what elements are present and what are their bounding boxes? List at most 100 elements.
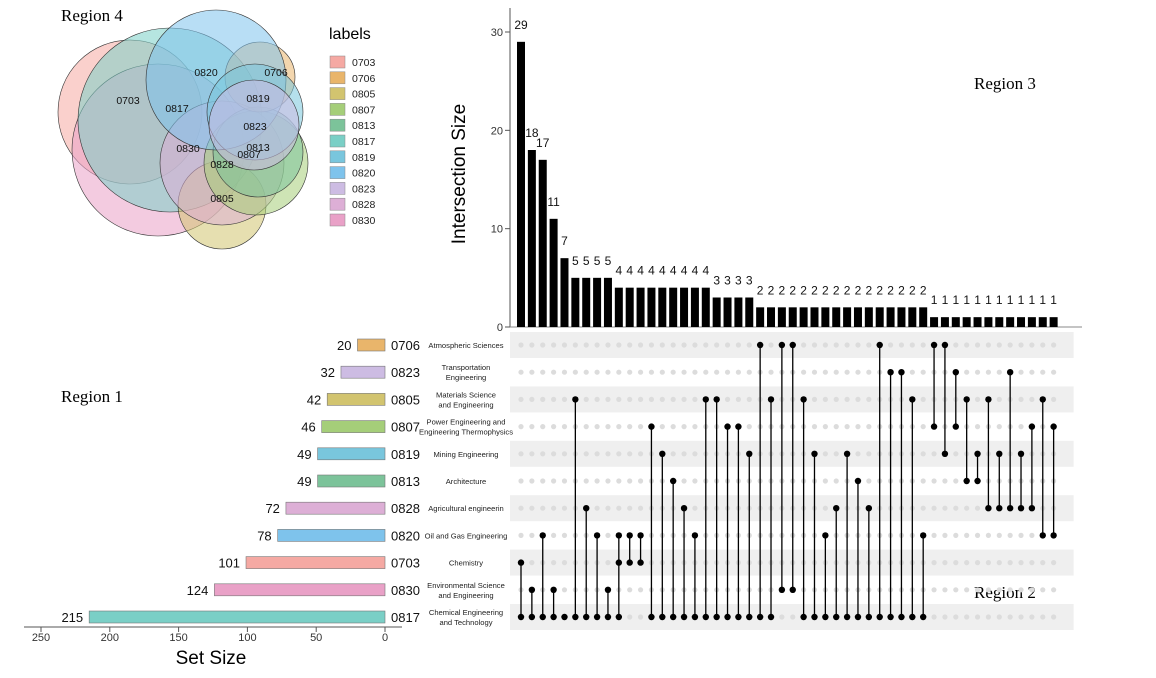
matrix-filled-dot	[909, 396, 916, 403]
matrix-filled-dot	[898, 613, 905, 621]
matrix-empty-dot	[822, 424, 828, 430]
venn-label-0830: 0830	[176, 143, 200, 155]
matrix-empty-dot	[964, 342, 970, 348]
intersection-bar-label: 17	[536, 136, 550, 150]
matrix-empty-dot	[942, 587, 948, 593]
intersection-bar	[875, 307, 884, 327]
matrix-filled-dot	[539, 532, 546, 539]
matrix-empty-dot	[670, 342, 676, 348]
matrix-empty-dot	[855, 396, 861, 402]
matrix-empty-dot	[551, 369, 557, 375]
matrix-filled-dot	[659, 613, 666, 621]
venn-label-0706: 0706	[264, 67, 288, 79]
matrix-empty-dot	[920, 451, 926, 457]
matrix-empty-dot	[616, 451, 622, 457]
set-size-tick-label-100: 100	[238, 632, 256, 644]
matrix-empty-dot	[692, 505, 698, 511]
matrix-empty-dot	[1029, 532, 1035, 539]
matrix-filled-dot	[756, 613, 764, 621]
matrix-empty-dot	[1007, 560, 1013, 566]
matrix-empty-dot	[627, 369, 633, 375]
intersection-bar-label: 2	[855, 283, 862, 297]
intersection-bar	[832, 307, 841, 327]
matrix-empty-dot	[866, 451, 872, 457]
matrix-filled-dot	[854, 613, 862, 621]
intersection-bar	[864, 307, 873, 327]
matrix-empty-dot	[627, 396, 633, 402]
matrix-empty-dot	[942, 532, 948, 539]
matrix-filled-dot	[919, 613, 927, 621]
matrix-empty-dot	[616, 342, 622, 348]
matrix-filled-dot	[876, 341, 883, 349]
matrix-empty-dot	[561, 342, 568, 348]
matrix-empty-dot	[637, 451, 644, 457]
matrix-empty-dot	[551, 505, 557, 511]
matrix-empty-dot	[561, 478, 568, 484]
intersection-bar-label: 5	[583, 254, 590, 268]
matrix-empty-dot	[942, 614, 948, 620]
intersection-bar-label: 11	[547, 195, 560, 209]
intersection-bar-label: 4	[648, 264, 655, 278]
matrix-empty-dot	[866, 478, 872, 484]
intersection-bar	[712, 297, 721, 327]
matrix-empty-dot	[931, 478, 937, 484]
intersection-bar-label: 2	[800, 283, 807, 297]
matrix-empty-dot	[811, 369, 818, 375]
matrix-empty-dot	[572, 342, 578, 348]
matrix-filled-dot	[572, 613, 579, 621]
matrix-empty-dot	[627, 614, 633, 620]
matrix-filled-dot	[985, 396, 992, 403]
intersection-bar	[940, 317, 949, 327]
matrix-filled-dot	[963, 396, 970, 403]
matrix-empty-dot	[605, 369, 611, 375]
intersection-bar-label: 3	[713, 274, 720, 288]
intersection-bar	[1017, 317, 1026, 327]
matrix-empty-dot	[920, 369, 926, 375]
matrix-empty-dot	[1018, 396, 1024, 402]
matrix-filled-dot	[550, 613, 557, 621]
matrix-filled-dot	[919, 532, 927, 539]
intersection-bar-label: 1	[963, 293, 970, 307]
matrix-filled-dot	[604, 586, 612, 593]
set-code-0828: 0828	[391, 501, 420, 516]
legend-label-0706: 0706	[352, 73, 376, 85]
matrix-empty-dot	[551, 342, 557, 348]
intersection-bar-label: 3	[735, 274, 742, 288]
matrix-empty-dot	[1051, 369, 1057, 375]
intersection-bar	[647, 287, 656, 327]
legend-swatch-0703	[329, 55, 346, 69]
legend-label-0813: 0813	[352, 120, 376, 132]
matrix-filled-dot	[691, 532, 699, 539]
matrix-filled-dot	[550, 586, 557, 593]
matrix-filled-dot	[746, 613, 753, 621]
matrix-filled-dot	[963, 477, 970, 485]
matrix-empty-dot	[844, 424, 850, 430]
matrix-filled-dot	[615, 559, 623, 566]
matrix-empty-dot	[637, 424, 644, 430]
matrix-filled-dot	[561, 613, 568, 621]
intersection-bar	[680, 287, 689, 327]
matrix-filled-dot	[854, 477, 862, 485]
matrix-empty-dot	[866, 424, 872, 430]
matrix-filled-dot	[648, 423, 655, 430]
set-size-bar-0817	[88, 610, 386, 624]
intersection-bar	[919, 307, 928, 327]
legend-swatch-0706	[329, 71, 346, 85]
matrix-filled-dot	[517, 559, 525, 566]
set-name-0820: Oil and Gas Engineering	[425, 531, 508, 540]
intersection-bar-label: 1	[996, 293, 1003, 307]
matrix-empty-dot	[681, 369, 687, 375]
intersection-matrix: Atmospheric Sciences Transportation Engine…	[419, 332, 1074, 630]
matrix-filled-dot	[669, 477, 677, 485]
matrix-empty-dot	[985, 560, 992, 566]
matrix-empty-dot	[605, 451, 611, 457]
intersection-bar-label: 3	[746, 274, 753, 288]
matrix-empty-dot	[1018, 369, 1024, 375]
y-axis-label: Intersection Size	[449, 104, 470, 244]
matrix-empty-dot	[529, 451, 535, 457]
matrix-empty-dot	[1018, 614, 1024, 620]
intersection-bar-label: 4	[692, 264, 699, 278]
intersection-bar-label: 1	[1029, 293, 1036, 307]
matrix-empty-dot	[692, 424, 698, 430]
